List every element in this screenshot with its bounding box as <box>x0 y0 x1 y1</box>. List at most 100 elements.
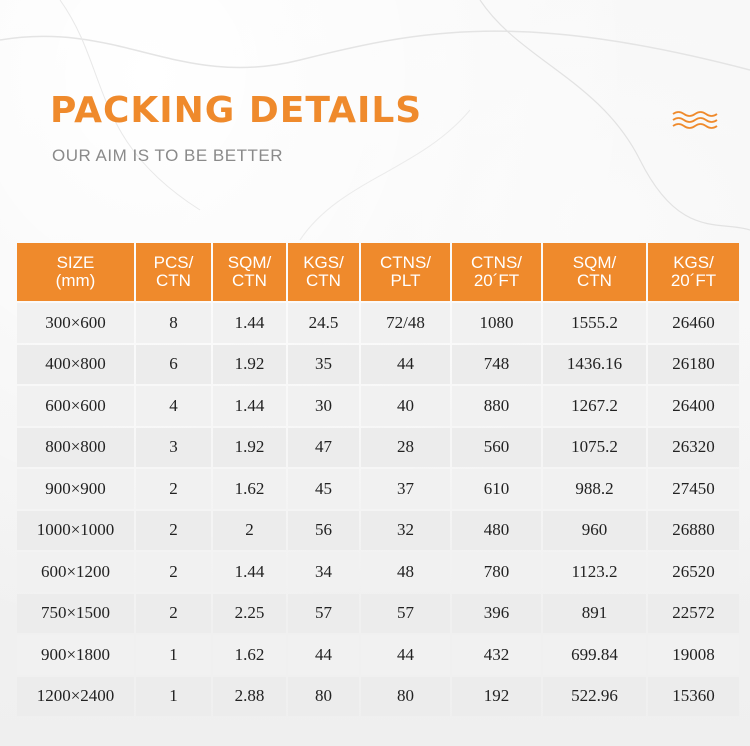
table-cell: 24.5 <box>288 303 359 343</box>
table-row: 1200×2400 1 2.88 80 80 192 522.96 15360 <box>17 676 739 716</box>
table-cell: 2 <box>136 593 211 633</box>
wave-icon <box>672 111 718 129</box>
table-cell: 1.44 <box>213 303 286 343</box>
table-cell: 8 <box>136 303 211 343</box>
table-cell: 1000×1000 <box>17 510 134 550</box>
table-cell: 1075.2 <box>543 427 646 467</box>
table-cell: 300×600 <box>17 303 134 343</box>
column-header-ctns-20ft: CTNS/20´FT <box>452 243 541 301</box>
table-cell: 22572 <box>648 593 739 633</box>
table-cell: 1080 <box>452 303 541 343</box>
table-row: 900×1800 1 1.62 44 44 432 699.84 19008 <box>17 635 739 675</box>
table-cell: 480 <box>452 510 541 550</box>
packing-details-table: SIZE (mm) PCS/CTN SQM/CTN KGS/CTN CTNS/PL… <box>15 241 741 718</box>
table-cell: 26520 <box>648 552 739 592</box>
table-cell: 40 <box>361 386 450 426</box>
table-row: 300×600 8 1.44 24.5 72/48 1080 1555.2 26460 <box>17 303 739 343</box>
page-title: PACKING DETAILS <box>50 90 423 131</box>
table-cell: 26180 <box>648 344 739 384</box>
table-cell: 32 <box>361 510 450 550</box>
table-row: 800×800 3 1.92 47 28 560 1075.2 26320 <box>17 427 739 467</box>
table-cell: 522.96 <box>543 676 646 716</box>
marble-veins <box>0 0 750 240</box>
column-header-size: SIZE (mm) <box>17 243 134 301</box>
table-cell: 45 <box>288 469 359 509</box>
table-cell: 2.25 <box>213 593 286 633</box>
table-cell: 1.62 <box>213 635 286 675</box>
table-row: 900×900 2 1.62 45 37 610 988.2 27450 <box>17 469 739 509</box>
column-header-sqm-ctn: SQM/CTN <box>213 243 286 301</box>
table-cell: 1.44 <box>213 386 286 426</box>
table-cell: 1.44 <box>213 552 286 592</box>
table-cell: 1.92 <box>213 427 286 467</box>
table-cell: 1.92 <box>213 344 286 384</box>
table-cell: 2 <box>136 552 211 592</box>
table-cell: 1123.2 <box>543 552 646 592</box>
table-cell: 6 <box>136 344 211 384</box>
table-cell: 1200×2400 <box>17 676 134 716</box>
table-cell: 48 <box>361 552 450 592</box>
table-cell: 2 <box>213 510 286 550</box>
column-header-kgs-20ft: KGS/20´FT <box>648 243 739 301</box>
table-cell: 1.62 <box>213 469 286 509</box>
table-header-row: SIZE (mm) PCS/CTN SQM/CTN KGS/CTN CTNS/PL… <box>17 243 739 301</box>
table-cell: 26880 <box>648 510 739 550</box>
table-cell: 26460 <box>648 303 739 343</box>
table-cell: 610 <box>452 469 541 509</box>
table-cell: 44 <box>361 344 450 384</box>
table-cell: 432 <box>452 635 541 675</box>
table-cell: 780 <box>452 552 541 592</box>
table-cell: 900×900 <box>17 469 134 509</box>
table-cell: 891 <box>543 593 646 633</box>
column-header-sqm-ctn-total: SQM/CTN <box>543 243 646 301</box>
table-cell: 3 <box>136 427 211 467</box>
column-header-ctns-plt: CTNS/PLT <box>361 243 450 301</box>
table-cell: 1267.2 <box>543 386 646 426</box>
table-cell: 28 <box>361 427 450 467</box>
table-cell: 2 <box>136 510 211 550</box>
table-row: 1000×1000 2 2 56 32 480 960 26880 <box>17 510 739 550</box>
table-cell: 560 <box>452 427 541 467</box>
table-cell: 800×800 <box>17 427 134 467</box>
table-row: 400×800 6 1.92 35 44 748 1436.16 26180 <box>17 344 739 384</box>
table-cell: 750×1500 <box>17 593 134 633</box>
table-row: 600×600 4 1.44 30 40 880 1267.2 26400 <box>17 386 739 426</box>
table-cell: 192 <box>452 676 541 716</box>
table-cell: 600×1200 <box>17 552 134 592</box>
table-cell: 80 <box>288 676 359 716</box>
table-cell: 1 <box>136 676 211 716</box>
table-cell: 80 <box>361 676 450 716</box>
table-cell: 400×800 <box>17 344 134 384</box>
table-cell: 2 <box>136 469 211 509</box>
table-cell: 44 <box>361 635 450 675</box>
table-cell: 30 <box>288 386 359 426</box>
table-row: 600×1200 2 1.44 34 48 780 1123.2 26520 <box>17 552 739 592</box>
table-cell: 396 <box>452 593 541 633</box>
table-cell: 56 <box>288 510 359 550</box>
table-cell: 1555.2 <box>543 303 646 343</box>
table-cell: 44 <box>288 635 359 675</box>
table-cell: 600×600 <box>17 386 134 426</box>
table-cell: 26320 <box>648 427 739 467</box>
table-cell: 37 <box>361 469 450 509</box>
table-cell: 19008 <box>648 635 739 675</box>
table-cell: 1436.16 <box>543 344 646 384</box>
table-cell: 2.88 <box>213 676 286 716</box>
table-cell: 72/48 <box>361 303 450 343</box>
table-cell: 15360 <box>648 676 739 716</box>
column-header-pcs-ctn: PCS/CTN <box>136 243 211 301</box>
table-cell: 35 <box>288 344 359 384</box>
table-cell: 880 <box>452 386 541 426</box>
table-cell: 27450 <box>648 469 739 509</box>
table-cell: 26400 <box>648 386 739 426</box>
page-subtitle: OUR AIM IS TO BE BETTER <box>52 146 283 165</box>
table-cell: 4 <box>136 386 211 426</box>
table-cell: 1 <box>136 635 211 675</box>
table-cell: 34 <box>288 552 359 592</box>
table-cell: 960 <box>543 510 646 550</box>
table-cell: 748 <box>452 344 541 384</box>
table-cell: 699.84 <box>543 635 646 675</box>
column-header-kgs-ctn: KGS/CTN <box>288 243 359 301</box>
table-cell: 57 <box>288 593 359 633</box>
table-cell: 900×1800 <box>17 635 134 675</box>
